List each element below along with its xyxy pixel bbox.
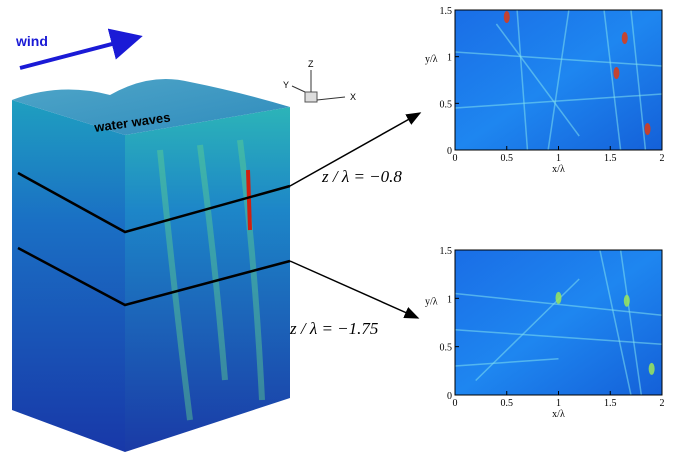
heatmap-hotspot: [648, 362, 655, 375]
y-tick-label: 1.5: [440, 246, 453, 257]
y-axis-label: y/λ: [425, 297, 438, 308]
heatmap-streak: [454, 93, 663, 109]
x-tick-label: 0: [453, 398, 458, 409]
slice-label: z / λ = −0.8: [321, 167, 402, 186]
panel: 0 0.5 1 1.5 2 0 0.5 1 1.5 x/λ y/λ: [425, 6, 665, 175]
heatmap-streak: [454, 358, 559, 367]
x-tick-label: 1.5: [604, 153, 617, 164]
wind-arrow: [19, 28, 143, 70]
heatmap-streak: [603, 9, 622, 151]
heatmap-streak: [630, 9, 647, 151]
y-tick-label: 1.5: [440, 6, 453, 17]
x-tick-label: 0.5: [501, 153, 514, 164]
heatmap-hotspot: [623, 294, 630, 307]
heatmap-streak: [599, 249, 632, 396]
x-axis-label: x/λ: [552, 409, 565, 420]
y-tick-label: 1: [447, 294, 452, 305]
y-tick-label: 0.5: [440, 99, 453, 110]
block-side: [125, 107, 290, 452]
pointer-arrow: [289, 260, 420, 319]
y-axis-label: y/λ: [425, 54, 438, 65]
axis-x: X: [350, 92, 356, 102]
y-tick-label: 1: [447, 53, 452, 64]
y-tick-label: 0: [447, 146, 452, 157]
heatmap: [455, 250, 662, 395]
x-tick-label: 2: [660, 398, 665, 409]
heatmap-streak: [454, 292, 663, 316]
x-tick-label: 2: [660, 153, 665, 164]
axis-z: Z: [308, 59, 314, 69]
heatmap-streak: [619, 249, 643, 396]
axes-icon: Z X Y: [283, 59, 356, 103]
x-tick-label: 1: [556, 398, 561, 409]
y-tick-label: 0.5: [440, 343, 453, 354]
pointer-arrow: [289, 112, 422, 187]
heatmap-streak: [495, 23, 580, 137]
heatmap-hotspot: [503, 11, 510, 23]
x-tick-label: 0.5: [501, 398, 514, 409]
heatmap-streak: [454, 329, 663, 345]
slice-line: [17, 171, 291, 234]
x-tick-label: 0: [453, 153, 458, 164]
block-top: [12, 78, 290, 135]
heatmap-hotspot: [555, 291, 562, 304]
heatmap-streak: [454, 51, 663, 67]
slice-line: [17, 246, 291, 307]
heatmap-hotspot: [613, 67, 620, 79]
x-axis-label: x/λ: [552, 164, 565, 175]
heatmap-hotspot: [621, 32, 628, 44]
axis-y: Y: [283, 80, 289, 90]
heatmap-hotspot: [644, 123, 651, 135]
x-tick-label: 1: [556, 153, 561, 164]
heatmap-streak: [516, 9, 529, 151]
wind-label: wind: [15, 33, 48, 49]
y-tick-label: 0: [447, 391, 452, 402]
block-hotspot: [246, 169, 252, 231]
x-tick-label: 1.5: [604, 398, 617, 409]
slice-label: z / λ = −1.75: [289, 319, 378, 338]
panel: 0 0.5 1 1.5 2 0 0.5 1 1.5 x/λ y/λ: [425, 246, 665, 420]
heatmap-streak: [547, 9, 570, 151]
